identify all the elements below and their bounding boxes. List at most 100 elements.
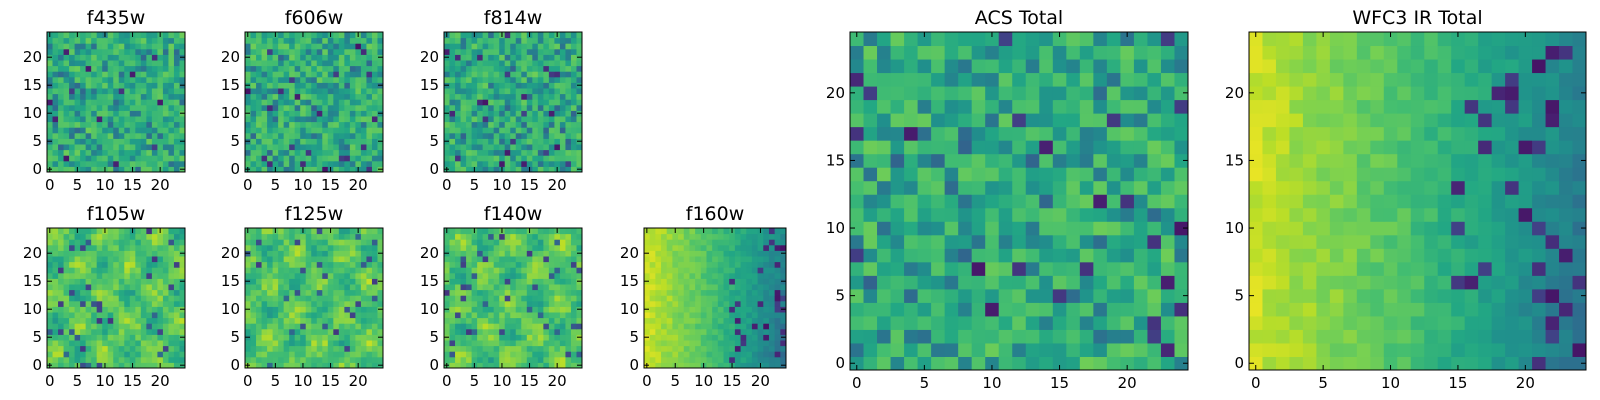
heatmap-cell [554,306,561,313]
heatmap-cell [322,149,329,156]
heatmap-cell [316,295,323,302]
heatmap-cell [1160,329,1175,344]
heatmap-cell [757,289,764,296]
heatmap-cell [460,278,467,285]
heatmap-cell [124,149,131,156]
heatmap-cell [52,65,59,72]
heatmap-cell [52,261,59,268]
heatmap-cell [366,328,373,335]
heatmap-cell [256,356,263,363]
heatmap-cell [80,272,87,279]
heatmap-cell [140,244,147,251]
heatmap-cell [69,88,76,95]
heatmap-cell [338,144,345,151]
heatmap-cell [261,284,268,291]
y-tick-label: 10 [420,104,439,122]
heatmap-cell [162,256,169,263]
heatmap-cell [931,234,946,249]
heatmap-cell [102,323,109,330]
heatmap-cell [272,132,279,139]
heatmap-cell [327,300,334,307]
heatmap-cell [717,340,725,347]
heatmap-cell [570,356,577,363]
heatmap-cell [63,272,70,279]
heatmap-cell [543,54,550,61]
heatmap-cell [278,32,285,39]
heatmap-cell [570,48,577,55]
heatmap-cell [162,306,169,313]
heatmap-cell [316,323,323,330]
heatmap-cell [706,284,713,291]
heatmap-cell [355,284,362,291]
heatmap-cell [904,275,919,290]
heatmap-cell [449,300,456,307]
heatmap-cell [689,328,696,335]
heatmap-cell [80,54,87,61]
heatmap-cell [1147,194,1162,209]
heatmap-cell [118,82,125,89]
heatmap-cell [751,323,759,330]
heatmap-cell [482,261,489,268]
heatmap-cell [548,340,555,347]
heatmap-cell [377,312,384,319]
heatmap-cell [377,60,384,67]
heatmap-cell [179,88,186,95]
heatmap-cell [510,166,517,173]
heatmap-cell [151,356,158,363]
heatmap-cell [300,261,307,268]
heatmap-cell [47,121,54,128]
heatmap-cell [763,261,770,268]
heatmap-cell [904,288,919,303]
heatmap-cell [570,340,577,347]
heatmap-cell [678,256,685,263]
heatmap-cell [250,144,257,151]
y-tick-label: 0 [32,160,42,178]
heatmap-cell [135,132,142,139]
x-tick-label: 5 [470,176,480,194]
heatmap-cell [272,93,279,100]
heatmap-cell [80,76,87,83]
heatmap-cell [91,250,98,257]
heatmap-cell [734,244,742,251]
heatmap-cell [289,289,296,296]
heatmap-cell [355,82,362,89]
heatmap-cell [958,275,973,290]
heatmap-cell [740,289,747,296]
heatmap-cell [157,300,164,307]
heatmap-cell [649,295,656,302]
heatmap-cell [52,127,59,134]
heatmap-cell [729,300,736,307]
heatmap-cell [455,250,462,257]
heatmap-cell [482,323,489,330]
heatmap-cell [74,284,81,291]
heatmap-cell [471,60,478,67]
heatmap-cell [768,284,776,291]
heatmap-cell [455,127,462,134]
heatmap-cell [985,221,1000,236]
heatmap-cell [449,54,456,61]
heatmap-cell [740,228,747,235]
heatmap-cell [917,356,932,371]
heatmap-cell [267,295,274,302]
heatmap-cell [366,121,373,128]
heatmap-cell [768,312,776,319]
heatmap-cell [289,256,296,263]
heatmap-cell [917,221,932,236]
heatmap-cell [700,340,707,347]
heatmap-cell [316,76,323,83]
heatmap-cell [532,261,539,268]
heatmap-cell [52,239,59,246]
heatmap-cell [58,328,65,335]
heatmap-cell [294,239,301,246]
heatmap-cell [850,153,865,168]
heatmap-cell [96,48,103,55]
heatmap-cell [890,207,905,222]
heatmap-cell [47,104,54,111]
heatmap-cell [455,323,462,330]
heatmap-cell [300,256,307,263]
heatmap-cell [449,127,456,134]
heatmap-cell [371,160,378,167]
heatmap-cell [311,116,318,123]
heatmap-cell [482,284,489,291]
heatmap-cell [327,93,334,100]
